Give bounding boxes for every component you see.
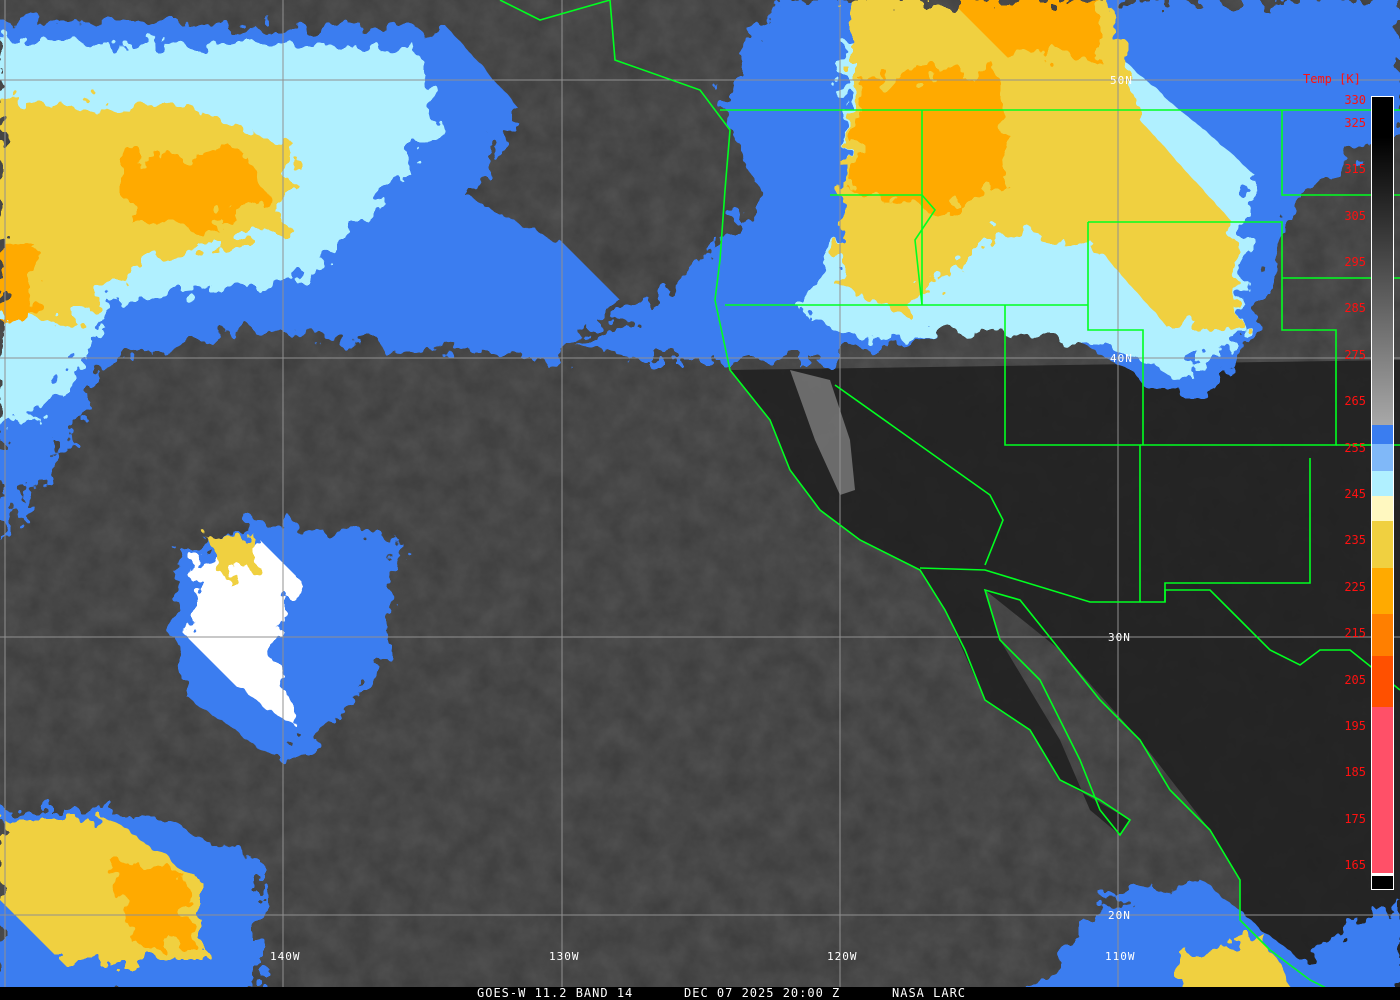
colorbar-tick-label: 225 [1344,580,1366,594]
lon-label-120w: 120W [827,950,858,963]
colorbar-tick-label: 275 [1344,348,1366,362]
caption-datetime: DEC 07 2025 20:00 Z [684,986,841,1000]
colorbar-tick-label: 195 [1344,719,1366,733]
colorbar-tick-label: 265 [1344,394,1366,408]
colorbar-tick-label: 245 [1344,487,1366,501]
us-west-coastline [499,0,1351,1000]
lat-label-40n: 40N [1110,352,1133,365]
caption-source: NASA LARC [892,986,967,1000]
colorbar-tick-label: 185 [1344,765,1366,779]
colorbar-tick-label: 235 [1344,533,1366,547]
colorbar-tick-label: 315 [1344,162,1366,176]
colorbar-tick-label: 305 [1344,209,1366,223]
coastlines-and-borders [499,0,1400,1000]
temperature-colorbar [1371,96,1394,890]
colorbar-tick-label: 330 [1344,93,1366,107]
colorbar-tick-label: 205 [1344,673,1366,687]
lat-label-50n: 50N [1110,74,1133,87]
lat-label-30n: 30N [1108,631,1131,644]
us-mexico-border [919,567,1400,691]
colorbar-tick-label: 285 [1344,301,1366,315]
lon-label-110w: 110W [1105,950,1136,963]
colorbar-tick-label: 175 [1344,812,1366,826]
colorbar-tick-label: 325 [1344,116,1366,130]
lat-label-20n: 20N [1108,909,1131,922]
land-mexico-sw-us [730,360,1400,1000]
colorbar-tick-label: 295 [1344,255,1366,269]
lon-label-130w: 130W [549,950,580,963]
colorbar-tick-label: 255 [1344,441,1366,455]
lon-label-140w: 140W [270,950,301,963]
colorbar-tick-label: 165 [1344,858,1366,872]
colorbar-tick-label: 215 [1344,626,1366,640]
central-valley-fog [790,370,855,495]
colorbar-title: Temp [K] [1303,72,1361,86]
caption-product: GOES-W 11.2 BAND 14 [477,986,634,1000]
image-caption-bar: GOES-W 11.2 BAND 14 DEC 07 2025 20:00 Z … [0,987,1400,1000]
